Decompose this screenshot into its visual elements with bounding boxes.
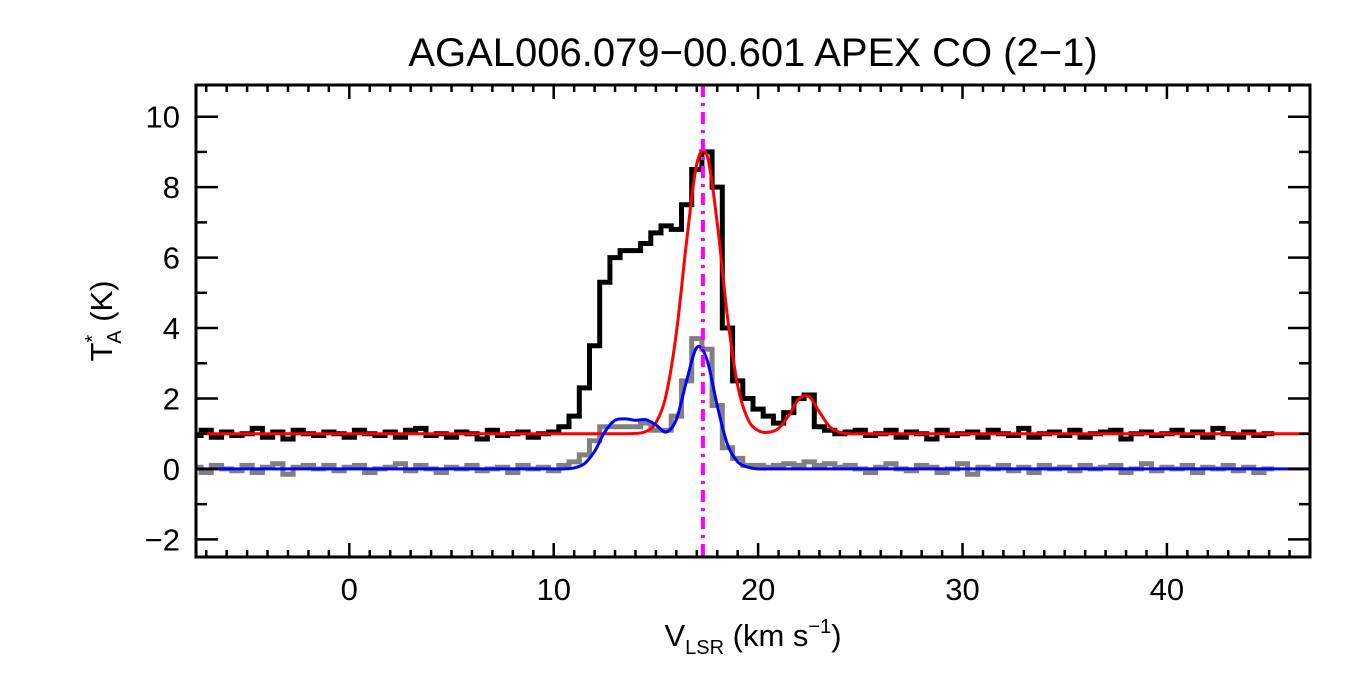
y-tick-label: 2: [163, 381, 180, 416]
series-layer: [196, 85, 1310, 557]
plot-frame: [194, 83, 1312, 559]
series-fit-3: [196, 344, 1310, 471]
y-axis-label: T*A (K): [82, 280, 126, 361]
x-axis-label: VLSR (km s−1): [664, 616, 841, 659]
chart-title: AGAL006.079−00.601 APEX CO (2−1): [408, 31, 1097, 75]
x-tick-label: 20: [741, 572, 775, 607]
y-tick-label: −2: [145, 522, 180, 557]
y-tick-label: 6: [163, 241, 180, 276]
x-tick-label: 10: [536, 572, 570, 607]
axes-layer: 0 10 20 30 40 −2 0 2 4 6 8 10: [145, 83, 1312, 607]
y-tick-label: 8: [163, 170, 180, 205]
y-tick-label: 0: [163, 452, 180, 487]
series-step-0: [196, 149, 1275, 442]
y-tick-label: 10: [146, 100, 180, 135]
series-fit-2: [196, 148, 1310, 436]
plot-area: [196, 85, 1310, 557]
x-tick-label: 30: [945, 572, 979, 607]
y-tick-label: 4: [163, 311, 180, 346]
x-tick-label: 40: [1150, 572, 1184, 607]
x-tick-label: 0: [341, 572, 358, 607]
